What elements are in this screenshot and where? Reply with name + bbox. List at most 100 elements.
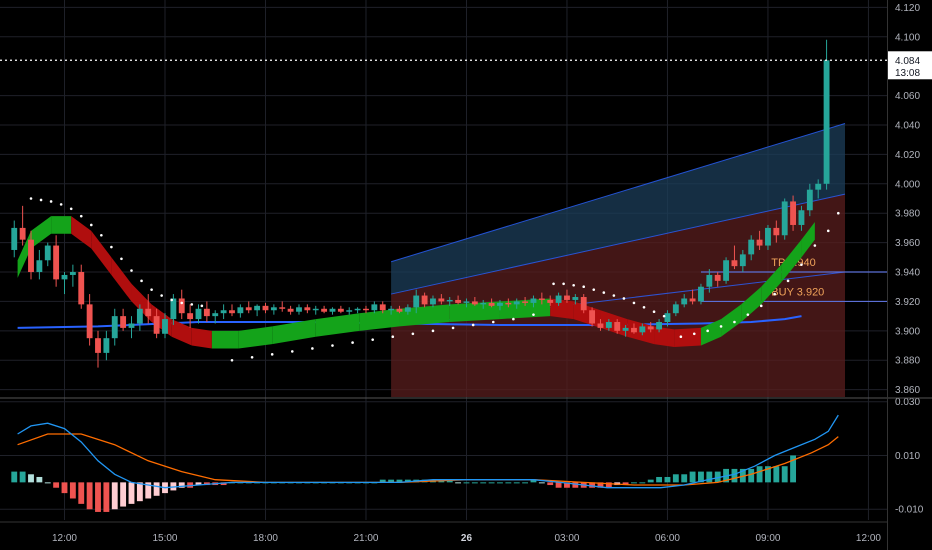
candle-body[interactable] bbox=[538, 298, 545, 300]
candle-body[interactable] bbox=[11, 227, 18, 250]
candle-body[interactable] bbox=[463, 301, 470, 303]
candle-body[interactable] bbox=[530, 298, 537, 303]
candle-body[interactable] bbox=[404, 307, 411, 312]
candle-body[interactable] bbox=[162, 319, 168, 334]
candle-body[interactable] bbox=[136, 308, 143, 324]
candle-body[interactable] bbox=[254, 305, 261, 311]
channel-upper-line[interactable] bbox=[390, 123, 846, 263]
candle-body[interactable] bbox=[354, 308, 361, 311]
candle-body[interactable] bbox=[572, 297, 579, 300]
candle-body[interactable] bbox=[53, 245, 60, 280]
candlesticks[interactable] bbox=[11, 39, 830, 368]
candle-body[interactable] bbox=[698, 286, 704, 302]
candle-body[interactable] bbox=[396, 308, 403, 312]
candle-body[interactable] bbox=[580, 297, 587, 311]
candle-body[interactable] bbox=[153, 316, 160, 334]
candle-body[interactable] bbox=[689, 298, 696, 302]
candle-body[interactable] bbox=[614, 322, 621, 331]
candle-body[interactable] bbox=[145, 308, 152, 317]
candle-body[interactable] bbox=[781, 201, 788, 236]
candle-body[interactable] bbox=[421, 295, 428, 305]
candle-body[interactable] bbox=[103, 338, 110, 353]
channel-mid-line[interactable] bbox=[390, 193, 846, 295]
candle-body[interactable] bbox=[823, 60, 830, 184]
candle-body[interactable] bbox=[664, 313, 671, 323]
candle-body[interactable] bbox=[497, 302, 503, 306]
candle-body[interactable] bbox=[170, 298, 177, 320]
candle-body[interactable] bbox=[212, 313, 219, 317]
candle-body[interactable] bbox=[790, 201, 797, 225]
candle-body[interactable] bbox=[731, 260, 738, 267]
candle-body[interactable] bbox=[120, 316, 127, 328]
candle-body[interactable] bbox=[555, 295, 562, 303]
candle-body[interactable] bbox=[78, 272, 85, 305]
macd-pane[interactable] bbox=[11, 414, 839, 512]
candle-body[interactable] bbox=[86, 304, 93, 339]
candle-body[interactable] bbox=[739, 254, 746, 267]
candle-body[interactable] bbox=[773, 227, 780, 236]
candle-body[interactable] bbox=[61, 274, 68, 280]
candle-body[interactable] bbox=[605, 322, 612, 328]
candle-body[interactable] bbox=[756, 239, 763, 246]
candle-body[interactable] bbox=[480, 302, 487, 305]
candle-body[interactable] bbox=[656, 322, 663, 330]
candle-body[interactable] bbox=[229, 310, 235, 314]
candle-body[interactable] bbox=[128, 323, 135, 328]
candle-body[interactable] bbox=[187, 313, 194, 320]
candle-body[interactable] bbox=[639, 326, 646, 333]
candle-body[interactable] bbox=[564, 295, 570, 300]
candle-body[interactable] bbox=[379, 304, 386, 311]
candle-body[interactable] bbox=[488, 302, 495, 306]
candle-body[interactable] bbox=[806, 189, 813, 211]
candle-body[interactable] bbox=[346, 310, 353, 312]
candle-body[interactable] bbox=[279, 307, 286, 309]
candle-body[interactable] bbox=[446, 299, 453, 302]
candle-body[interactable] bbox=[178, 298, 185, 314]
candle-body[interactable] bbox=[111, 316, 118, 339]
candle-body[interactable] bbox=[203, 308, 210, 317]
candle-body[interactable] bbox=[304, 307, 311, 311]
candle-body[interactable] bbox=[270, 307, 277, 311]
candle-body[interactable] bbox=[237, 307, 244, 314]
candle-body[interactable] bbox=[597, 323, 604, 328]
candle-body[interactable] bbox=[505, 302, 512, 305]
candle-body[interactable] bbox=[438, 298, 445, 302]
candle-body[interactable] bbox=[245, 307, 252, 311]
candle-body[interactable] bbox=[329, 308, 336, 312]
candle-body[interactable] bbox=[69, 272, 76, 275]
candle-body[interactable] bbox=[95, 338, 101, 353]
candle-body[interactable] bbox=[363, 308, 369, 311]
candle-body[interactable] bbox=[337, 308, 344, 312]
candle-body[interactable] bbox=[522, 301, 529, 303]
candle-body[interactable] bbox=[798, 210, 805, 225]
candle-body[interactable] bbox=[287, 308, 294, 312]
candle-body[interactable] bbox=[220, 310, 227, 314]
candle-body[interactable] bbox=[44, 245, 51, 261]
candle-body[interactable] bbox=[622, 327, 629, 331]
candle-body[interactable] bbox=[681, 298, 688, 305]
candle-body[interactable] bbox=[714, 274, 721, 281]
candle-body[interactable] bbox=[28, 239, 34, 273]
candle-body[interactable] bbox=[413, 295, 420, 308]
last-price-badge[interactable] bbox=[888, 51, 932, 80]
candle-body[interactable] bbox=[371, 304, 378, 311]
candle-body[interactable] bbox=[672, 304, 679, 314]
candle-body[interactable] bbox=[36, 260, 43, 273]
candle-body[interactable] bbox=[815, 183, 822, 190]
candle-body[interactable] bbox=[321, 308, 328, 312]
candle-body[interactable] bbox=[471, 301, 478, 305]
candle-body[interactable] bbox=[296, 307, 302, 312]
candle-body[interactable] bbox=[748, 239, 755, 255]
candle-body[interactable] bbox=[647, 326, 654, 330]
candle-body[interactable] bbox=[513, 301, 520, 305]
candle-body[interactable] bbox=[312, 308, 319, 311]
candle-body[interactable] bbox=[430, 298, 436, 305]
candle-body[interactable] bbox=[262, 305, 269, 311]
candle-body[interactable] bbox=[631, 327, 637, 333]
candle-body[interactable] bbox=[195, 308, 202, 320]
candle-body[interactable] bbox=[388, 308, 395, 311]
candle-body[interactable] bbox=[19, 227, 26, 240]
candle-body[interactable] bbox=[589, 310, 596, 324]
